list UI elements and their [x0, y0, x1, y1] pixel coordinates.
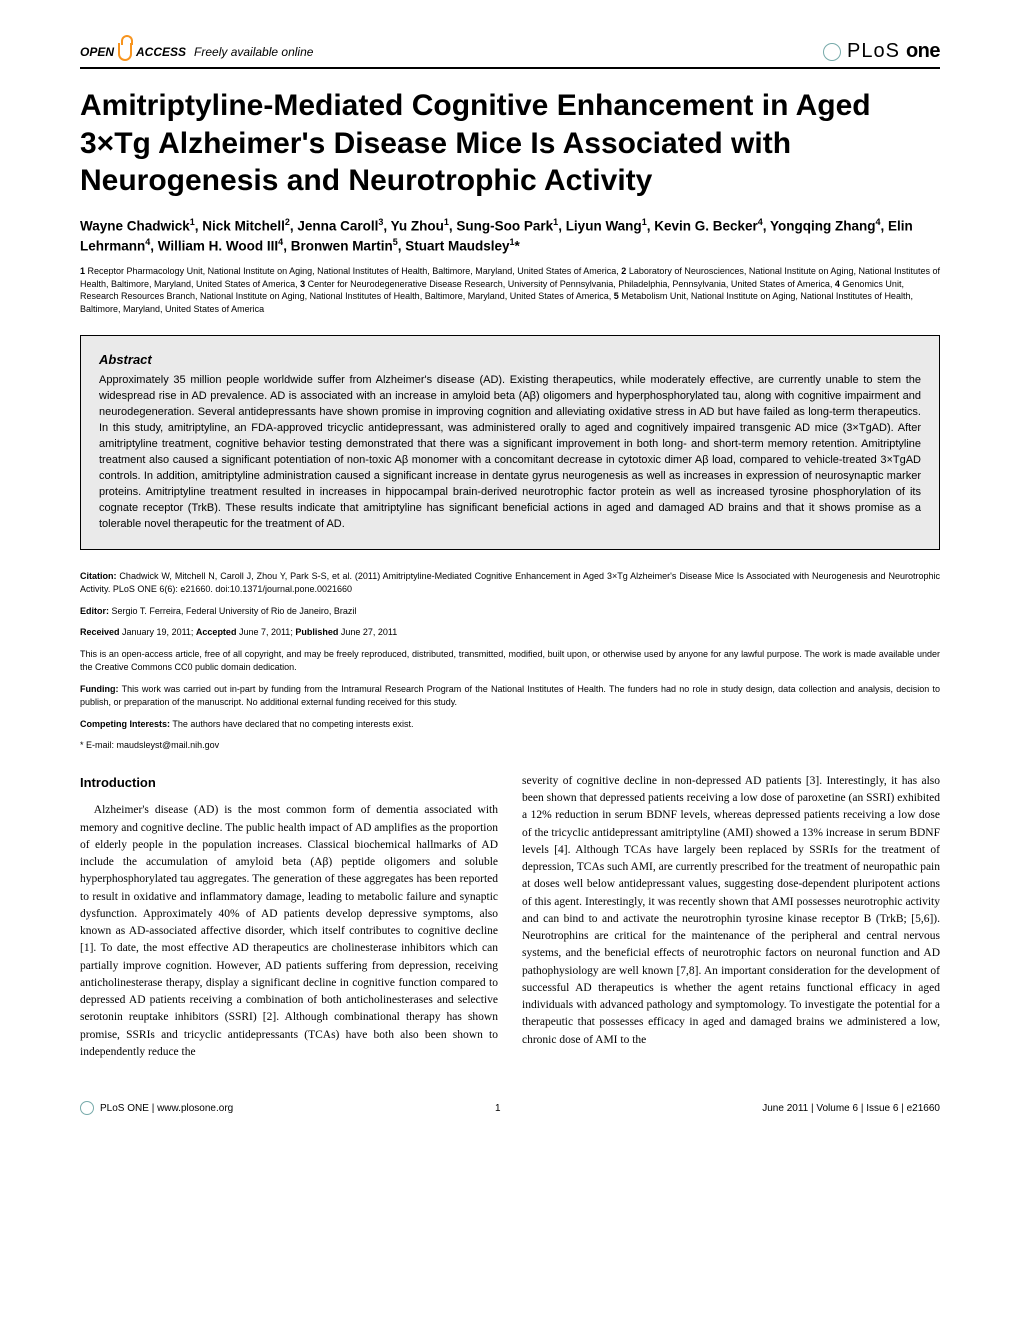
- column-right: severity of cognitive decline in non-dep…: [522, 773, 940, 1061]
- abstract-text: Approximately 35 million people worldwid…: [99, 373, 921, 532]
- dates-line: Received January 19, 2011; Accepted June…: [80, 626, 940, 640]
- license-line: This is an open-access article, free of …: [80, 648, 940, 675]
- abstract-heading: Abstract: [99, 352, 921, 367]
- editor-line: Editor: Sergio T. Ferreira, Federal Univ…: [80, 605, 940, 619]
- intro-text-left: Alzheimer's disease (AD) is the most com…: [80, 802, 498, 1061]
- open-access-icon: [118, 43, 132, 61]
- journal-logo: PLoS one: [823, 40, 940, 63]
- body-columns: Introduction Alzheimer's disease (AD) is…: [80, 773, 940, 1061]
- header-bar: OPEN ACCESS Freely available online PLoS…: [80, 40, 940, 69]
- intro-text-right: severity of cognitive decline in non-dep…: [522, 773, 940, 1049]
- footer-issue: June 2011 | Volume 6 | Issue 6 | e21660: [762, 1103, 940, 1114]
- open-access-badge: OPEN ACCESS Freely available online: [80, 43, 313, 61]
- email-line: * E-mail: maudsleyst@mail.nih.gov: [80, 739, 940, 753]
- footer-left: PLoS ONE | www.plosone.org: [80, 1101, 233, 1115]
- article-title: Amitriptyline-Mediated Cognitive Enhance…: [80, 87, 940, 200]
- abstract-box: Abstract Approximately 35 million people…: [80, 335, 940, 549]
- article-meta: Citation: Chadwick W, Mitchell N, Caroll…: [80, 570, 940, 753]
- plos-logo-icon: [823, 43, 841, 61]
- access-text: ACCESS: [136, 45, 186, 59]
- footer-logo-icon: [80, 1101, 94, 1115]
- page-footer: PLoS ONE | www.plosone.org 1 June 2011 |…: [80, 1101, 940, 1115]
- funding-line: Funding: This work was carried out in-pa…: [80, 683, 940, 710]
- plos-text: PLoS: [847, 40, 900, 63]
- one-text: one: [906, 40, 940, 63]
- authors-list: Wayne Chadwick1, Nick Mitchell2, Jenna C…: [80, 216, 940, 258]
- citation-line: Citation: Chadwick W, Mitchell N, Caroll…: [80, 570, 940, 597]
- column-left: Introduction Alzheimer's disease (AD) is…: [80, 773, 498, 1061]
- competing-line: Competing Interests: The authors have de…: [80, 718, 940, 732]
- intro-heading: Introduction: [80, 773, 498, 793]
- freely-text: Freely available online: [194, 45, 313, 59]
- footer-journal: PLoS ONE | www.plosone.org: [100, 1103, 233, 1114]
- open-text: OPEN: [80, 45, 114, 59]
- footer-page-number: 1: [495, 1103, 501, 1114]
- affiliations: 1 Receptor Pharmacology Unit, National I…: [80, 265, 940, 315]
